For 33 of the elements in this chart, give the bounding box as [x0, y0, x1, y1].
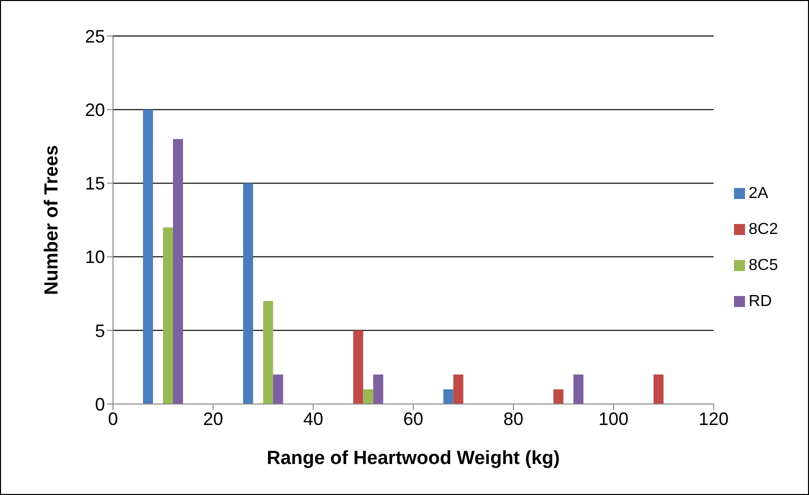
x-tick-label: 80	[503, 408, 524, 429]
bar	[353, 330, 364, 404]
y-tick-label: 0	[94, 394, 105, 414]
legend-label: RD	[748, 292, 772, 310]
x-tick-label: 0	[108, 408, 118, 429]
y-tick-label: 15	[84, 174, 105, 194]
bar	[263, 300, 274, 404]
y-tick-label: 25	[84, 26, 105, 46]
bar	[143, 110, 153, 404]
x-tick-label: 40	[303, 408, 324, 429]
x-axis-title: Range of Heartwood Weight (kg)	[266, 448, 560, 469]
bar	[654, 374, 664, 404]
bar	[273, 374, 284, 404]
bar	[553, 389, 564, 404]
y-tick-label: 5	[94, 320, 105, 341]
bar	[373, 374, 384, 404]
bar	[573, 374, 584, 404]
bar	[243, 183, 254, 404]
legend-label: 2A	[748, 184, 768, 202]
bar	[453, 374, 464, 404]
y-tick-label: 10	[84, 247, 105, 268]
legend-label: 8C5	[748, 256, 778, 274]
bar	[363, 389, 374, 404]
bar	[163, 227, 173, 404]
bar	[443, 389, 454, 404]
y-axis-title: Number of Trees	[42, 145, 63, 295]
legend-label: 8C2	[748, 220, 778, 238]
x-tick-label: 60	[403, 408, 424, 429]
x-tick-label: 120	[698, 408, 729, 429]
x-tick-label: 100	[598, 408, 629, 429]
y-tick-label: 20	[84, 100, 105, 120]
x-tick-label: 20	[203, 408, 224, 429]
bar	[173, 139, 183, 404]
